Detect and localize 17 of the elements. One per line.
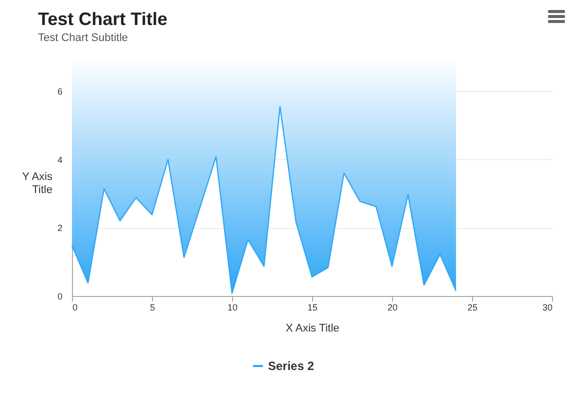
x-tick-label: 10 <box>227 302 238 312</box>
x-tick-label: 20 <box>387 302 398 312</box>
chart-subtitle: Test Chart Subtitle <box>38 32 128 44</box>
x-tick-label: 0 <box>72 302 78 312</box>
legend-label: Series 2 <box>268 359 314 373</box>
y-tick-label: 2 <box>57 223 62 234</box>
x-tick-label: 5 <box>150 302 156 312</box>
line-series <box>71 106 457 294</box>
chart-title: Test Chart Title <box>38 9 168 29</box>
x-tick-label: 30 <box>542 302 552 312</box>
x-tick-label: 25 <box>467 302 478 312</box>
y-tick-label: 0 <box>57 292 62 302</box>
y-axis-title: Y Axis Title <box>22 171 53 196</box>
x-axis-title: X Axis Title <box>286 322 340 334</box>
y-tick-label: 4 <box>57 154 62 165</box>
y-tick-label: 6 <box>57 86 62 97</box>
x-tick-label: 15 <box>307 302 318 312</box>
